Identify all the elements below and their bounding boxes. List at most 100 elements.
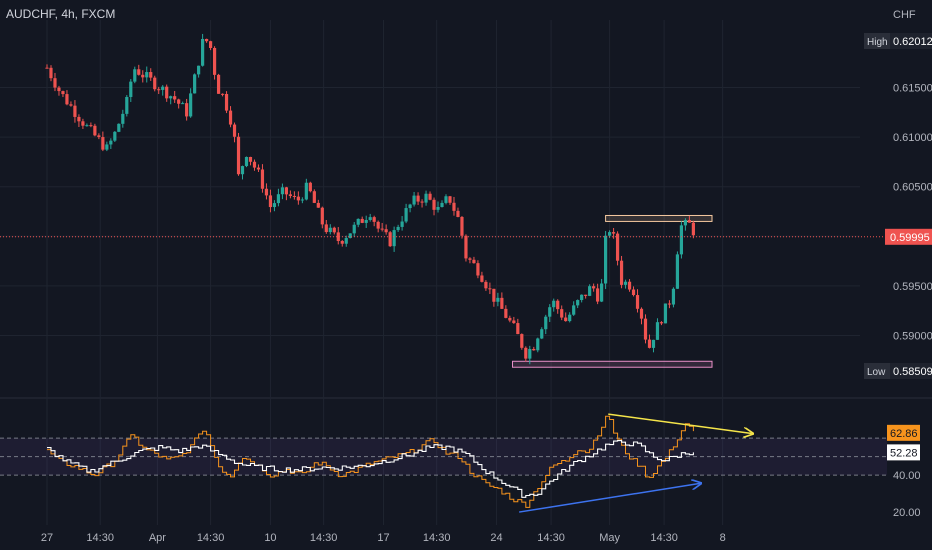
candle: [516, 318, 520, 335]
candle-body: [516, 323, 520, 335]
candle-body: [655, 322, 660, 340]
candle-body: [364, 220, 368, 223]
candle-body: [484, 281, 488, 289]
candle-body: [85, 125, 89, 127]
candle: [604, 230, 608, 290]
candle: [448, 195, 452, 205]
candle: [675, 251, 680, 289]
candle: [85, 123, 89, 127]
time-tick-label: 14:30: [423, 532, 451, 544]
candle: [181, 101, 185, 105]
candle-body: [288, 194, 292, 196]
candle-body: [663, 303, 668, 324]
candle-body: [647, 339, 652, 348]
candle-body: [332, 227, 336, 233]
candle-body: [619, 260, 624, 285]
candle: [69, 101, 73, 107]
rsi-ma-value-tag: [887, 444, 920, 461]
candle: [81, 118, 85, 129]
candle: [53, 72, 57, 92]
candle-body: [173, 96, 177, 100]
candle-body: [651, 339, 656, 348]
candle-body: [113, 131, 117, 141]
trend-lines: [0, 236, 887, 513]
candle: [157, 86, 161, 95]
candle-body: [352, 224, 356, 234]
candle-body: [193, 74, 197, 94]
candle-body: [476, 263, 480, 276]
candle: [372, 215, 376, 227]
candle-body: [388, 232, 392, 247]
rsi-band: [0, 437, 887, 476]
candle-body: [177, 99, 181, 104]
time-tick-label: 14:30: [197, 532, 225, 544]
candle: [101, 131, 105, 152]
candle-body: [424, 193, 428, 203]
candle-body: [544, 316, 548, 330]
axes: 0.615000.610000.605000.600000.595000.590…: [41, 33, 932, 544]
candle-body: [444, 196, 448, 203]
candle-body: [89, 125, 93, 127]
candle: [169, 95, 173, 105]
candle-body: [643, 318, 648, 340]
candle: [671, 287, 676, 308]
candle-body: [212, 47, 217, 75]
candle-body: [197, 65, 201, 75]
candle: [201, 33, 205, 67]
candle-body: [496, 297, 500, 302]
candle: [388, 230, 392, 247]
candle-body: [552, 300, 556, 308]
candle: [129, 79, 133, 102]
candle-body: [432, 199, 436, 210]
candle: [472, 256, 476, 264]
candle: [643, 314, 648, 344]
candle-body: [340, 241, 344, 244]
rsi-tick-label: 40.00: [893, 470, 921, 482]
candle-body: [133, 69, 137, 82]
candle-body: [596, 288, 600, 302]
candle: [623, 279, 628, 289]
candle-body: [117, 123, 121, 132]
candle-body: [532, 348, 536, 351]
candle: [404, 203, 408, 224]
candle: [141, 70, 145, 83]
candle-body: [456, 210, 460, 217]
candle: [340, 240, 344, 247]
price-tick-label: 0.60500: [893, 182, 932, 194]
candle: [97, 133, 101, 140]
candle: [488, 282, 492, 295]
candle: [384, 224, 388, 235]
candle: [205, 38, 209, 43]
candle-body: [308, 182, 312, 192]
rsi-ma-value: 52.28: [890, 447, 918, 459]
candle: [611, 227, 616, 239]
symbol-title: AUDCHF, 4h, FXCM: [6, 7, 115, 21]
candle: [508, 315, 512, 323]
candle: [272, 200, 277, 212]
candle: [117, 123, 121, 133]
candle: [109, 138, 113, 149]
candle: [280, 183, 285, 200]
price-tick-label: 0.59500: [893, 281, 932, 293]
candle: [396, 224, 400, 233]
candle: [452, 196, 456, 216]
candle-body: [691, 222, 695, 236]
candle-body: [149, 72, 153, 78]
candle: [679, 221, 684, 259]
candle: [416, 192, 420, 205]
rsi-bearish-divergence-line: [608, 413, 752, 433]
candle: [532, 346, 536, 351]
candle: [65, 90, 69, 106]
candle-body: [372, 217, 376, 222]
candle: [424, 190, 428, 206]
candle: [89, 122, 93, 128]
candle: [460, 216, 464, 239]
candle-body: [153, 77, 157, 90]
candle-body: [412, 195, 416, 205]
candle: [344, 235, 348, 247]
time-tick-label: May: [599, 532, 620, 544]
candle-body: [189, 93, 193, 117]
candle-body: [348, 233, 352, 239]
rsi-value-tag: [887, 424, 920, 441]
